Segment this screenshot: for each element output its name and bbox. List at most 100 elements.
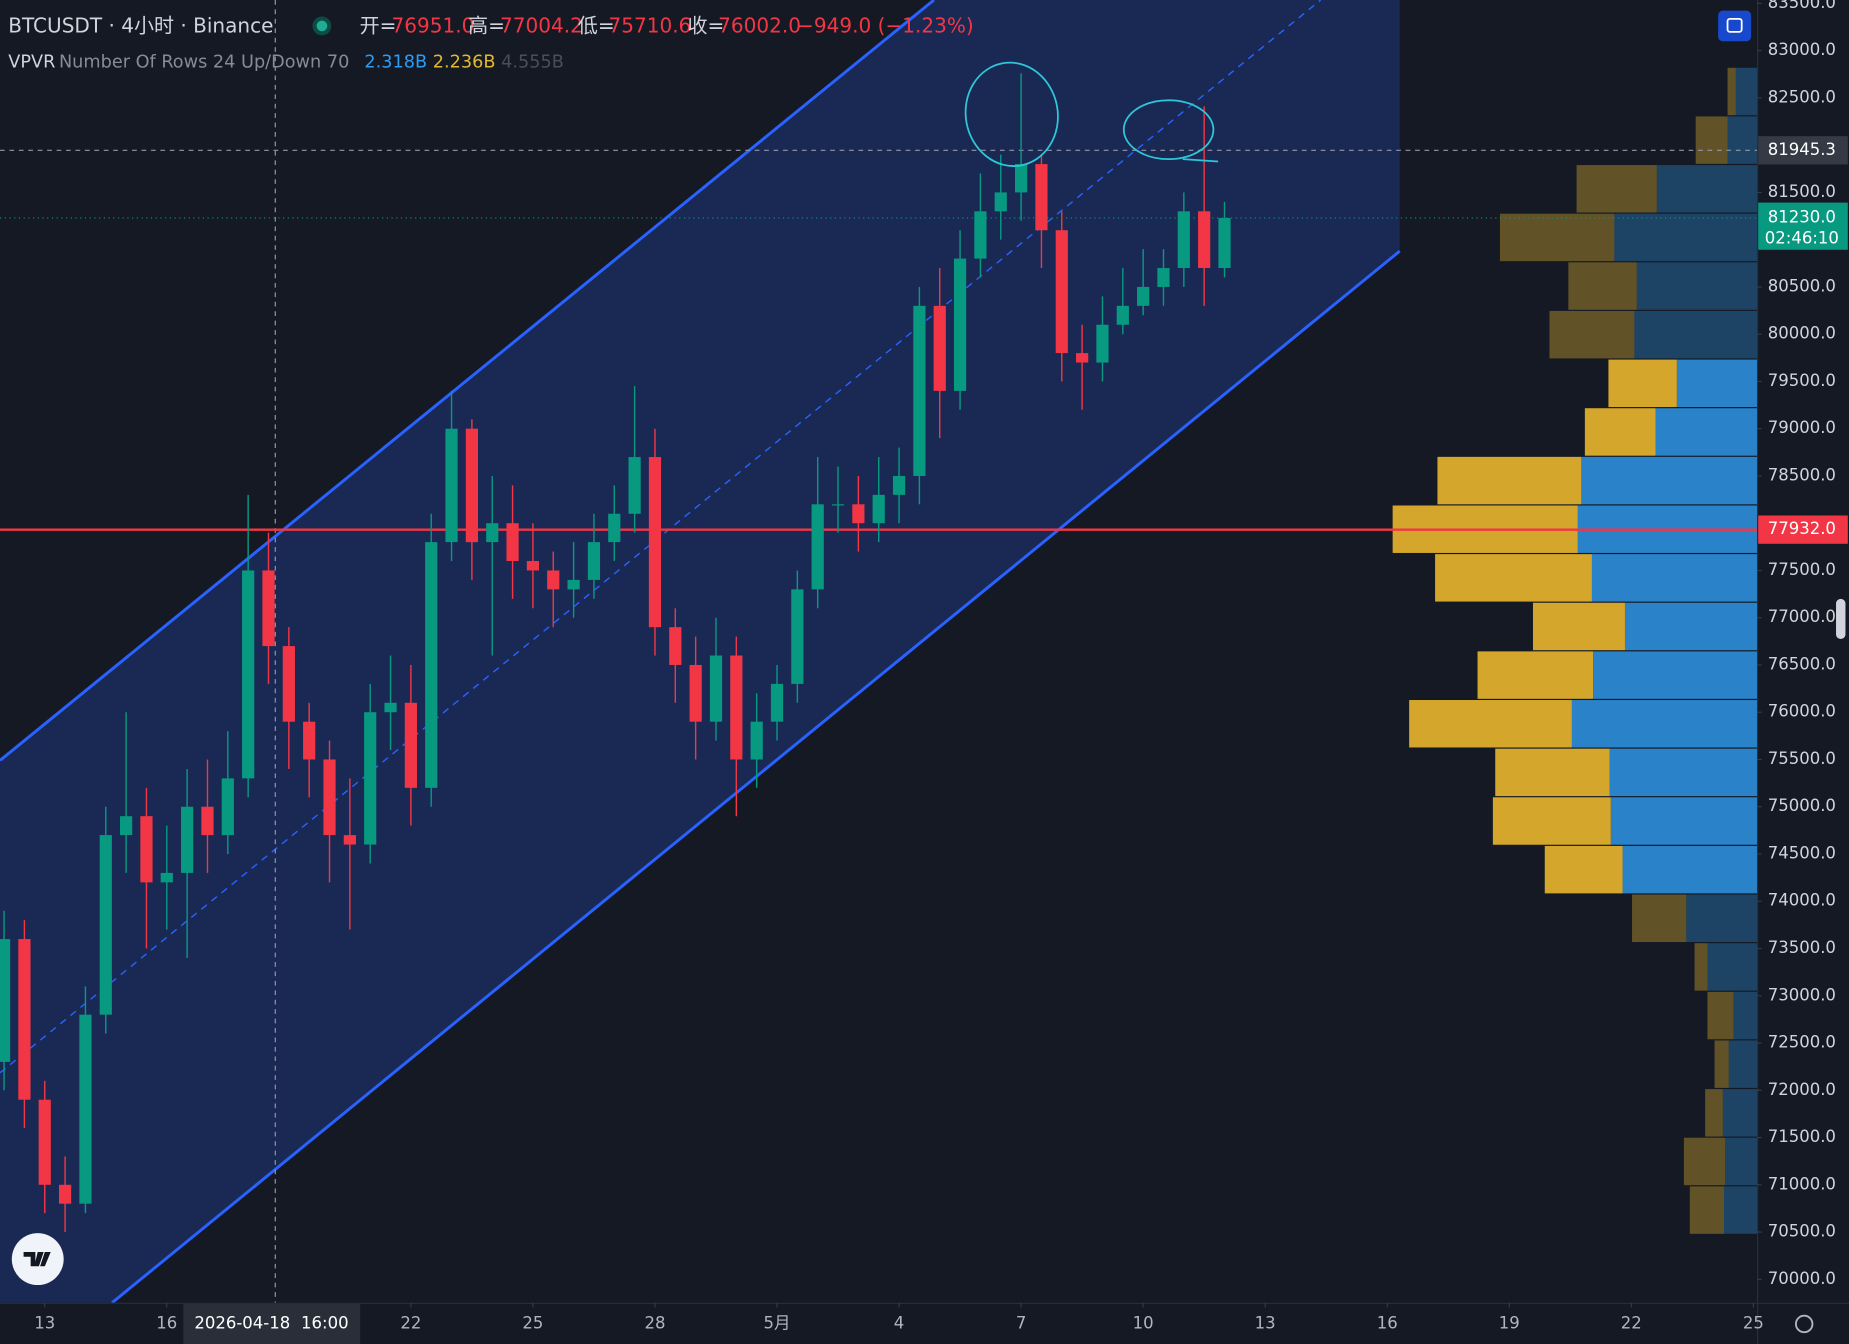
candle-body <box>913 305 926 476</box>
hand-circle <box>964 61 1059 167</box>
sync-button[interactable] <box>1718 10 1752 42</box>
candle-body <box>201 806 214 836</box>
candle-body <box>58 1184 72 1204</box>
vp-up <box>1610 797 1758 845</box>
candle-body <box>18 939 31 1100</box>
y-tick-label: 75500.0 <box>1768 749 1836 768</box>
vp-up <box>1636 262 1758 310</box>
vp-down <box>1707 991 1734 1040</box>
channel-fill <box>0 0 1400 1303</box>
vp-down <box>1568 262 1637 310</box>
candle-body <box>953 258 967 391</box>
vp-down <box>1492 797 1611 845</box>
last-price-box <box>1758 202 1848 250</box>
candle-body <box>1116 305 1129 325</box>
vp-down <box>1584 408 1656 456</box>
vp-up <box>1676 359 1758 408</box>
y-tick-label: 83000.0 <box>1768 40 1836 59</box>
candle-body <box>1137 286 1150 306</box>
vp-up <box>1655 408 1758 456</box>
vp-up <box>1735 67 1758 116</box>
vp-up <box>1707 943 1758 991</box>
candle-body <box>486 523 499 543</box>
candle-body <box>1157 268 1170 287</box>
channel-lower <box>111 249 1401 1304</box>
candle-body <box>282 646 295 722</box>
crosshair-date: 2026-04-18 <box>194 1313 290 1332</box>
candle-body <box>140 816 153 883</box>
ohlc-label: 收= <box>687 14 724 38</box>
candle-body <box>1096 324 1109 363</box>
candle-body <box>1218 217 1231 269</box>
settings-button[interactable] <box>1794 1314 1814 1334</box>
candle-body <box>852 504 865 524</box>
y-tick-label: 73500.0 <box>1768 938 1836 957</box>
x-tick-label: 25 <box>522 1313 543 1332</box>
x-tick-label: 16 <box>1377 1313 1398 1332</box>
vp-down <box>1694 943 1708 991</box>
candle-body <box>425 542 438 788</box>
candle-body <box>709 655 723 722</box>
candle-body <box>567 579 580 590</box>
y-tick-label: 77500.0 <box>1768 560 1836 579</box>
candle-body <box>1076 353 1089 363</box>
candle-body <box>547 570 560 590</box>
last-price-label: 81230.0 <box>1768 207 1836 226</box>
sync-icon <box>1726 17 1743 33</box>
indicator-settings: Number Of Rows 24 Up/Down 70 <box>59 52 349 72</box>
vp-down <box>1409 700 1572 748</box>
x-tick-label: 13 <box>1255 1313 1276 1332</box>
candle-body <box>262 570 275 647</box>
y-tick-label: 72000.0 <box>1768 1080 1836 1099</box>
x-tick-label: 25 <box>1743 1313 1764 1332</box>
vp-up <box>1593 651 1758 699</box>
vp-down <box>1683 1137 1726 1186</box>
candle-body <box>994 192 1007 212</box>
vp-down <box>1499 213 1615 262</box>
vp-down <box>1437 456 1582 505</box>
candle-body <box>384 702 397 713</box>
vp-down <box>1714 1040 1729 1088</box>
hand-circle <box>1122 99 1215 161</box>
candle-body <box>323 759 336 836</box>
vp-up <box>1624 602 1758 651</box>
hline-box <box>1758 515 1848 544</box>
x-tick-label: 22 <box>400 1313 421 1332</box>
ohlc-label: 开= <box>360 14 397 38</box>
y-tick-label: 76500.0 <box>1768 654 1836 673</box>
candle-body <box>160 872 173 883</box>
vp-up <box>1733 991 1758 1040</box>
crosshair-time: 16:00 <box>301 1313 349 1332</box>
candle-body <box>79 1014 92 1204</box>
candle-body <box>445 428 458 543</box>
vp-up <box>1727 116 1758 164</box>
candle-body <box>689 664 702 722</box>
candle-body <box>791 589 804 684</box>
vp-down <box>1544 845 1623 894</box>
vp-down <box>1705 1089 1723 1137</box>
y-tick-label: 70500.0 <box>1768 1222 1836 1241</box>
x-tick-label: 22 <box>1621 1313 1642 1332</box>
y-tick-label: 80500.0 <box>1768 276 1836 295</box>
vp-up <box>1609 748 1758 797</box>
ohlc-label: 高= <box>468 14 505 38</box>
candle-body <box>974 211 987 259</box>
countdown: 02:46:10 <box>1765 229 1839 248</box>
vp-up <box>1725 1137 1758 1186</box>
candle-body <box>404 702 417 788</box>
candle-body <box>221 778 234 836</box>
candle-body <box>465 428 479 543</box>
candle-body <box>303 721 316 760</box>
vp-up <box>1571 700 1758 748</box>
scroll-handle[interactable] <box>1836 598 1846 639</box>
y-tick-label: 79500.0 <box>1768 371 1836 390</box>
vp-up <box>1656 165 1758 213</box>
vp-down <box>1549 310 1635 359</box>
candle-body <box>181 806 194 873</box>
candle-body <box>1014 164 1028 193</box>
ohlc-value: 76951.0 <box>391 14 474 38</box>
crosshair-y-box <box>1758 136 1848 165</box>
total-volume: 4.555B <box>501 52 564 72</box>
y-tick-label: 73000.0 <box>1768 985 1836 1004</box>
vp-up <box>1722 1089 1758 1137</box>
